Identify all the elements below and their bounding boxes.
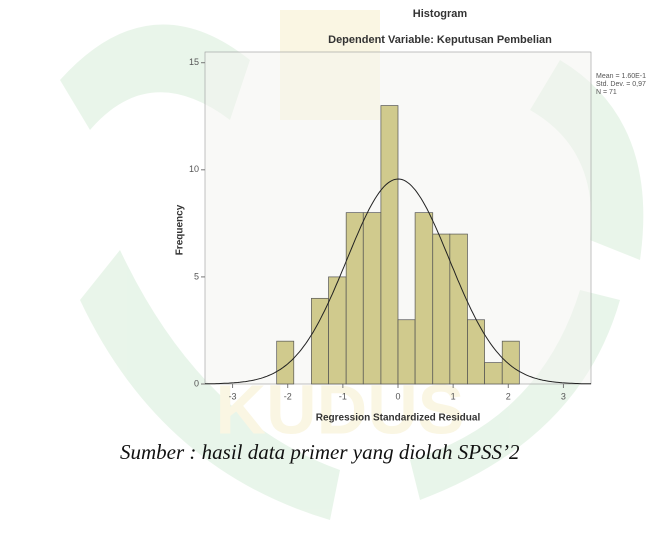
chart-title: Histogram (413, 8, 468, 20)
x-tick-label: 1 (451, 391, 456, 401)
caption: Sumber : hasil data primer yang diolah S… (120, 440, 520, 465)
stats-line: Mean = 1.60E-1 (596, 73, 646, 80)
y-tick-label: 0 (194, 378, 199, 388)
chart-subtitle: Dependent Variable: Keputusan Pembelian (328, 34, 552, 46)
x-tick-label: -3 (229, 391, 237, 401)
bar (415, 213, 433, 384)
x-tick-label: -2 (284, 391, 292, 401)
bar (277, 341, 294, 384)
bar (433, 234, 450, 384)
y-tick-label: 10 (189, 164, 199, 174)
y-tick-label: 15 (189, 57, 199, 67)
bar (502, 341, 519, 384)
bar (381, 106, 398, 384)
bar (311, 298, 328, 384)
bar (450, 234, 468, 384)
bar (485, 363, 503, 384)
bar (398, 320, 415, 384)
bar (363, 213, 381, 384)
y-tick-label: 5 (194, 271, 199, 281)
x-tick-label: 2 (506, 391, 511, 401)
page: {"chart_data": { "type": "histogram", "t… (0, 0, 671, 536)
x-tick-label: 0 (395, 391, 400, 401)
y-axis-label: Frequency (175, 204, 186, 255)
stats-line: Std. Dev. = 0,97 (596, 81, 646, 88)
bar (329, 277, 347, 384)
x-tick-label: 3 (561, 391, 566, 401)
stats-line: N = 71 (596, 89, 617, 96)
x-tick-label: -1 (339, 391, 347, 401)
bar (346, 213, 363, 384)
x-axis-label: Regression Standardized Residual (316, 413, 481, 424)
